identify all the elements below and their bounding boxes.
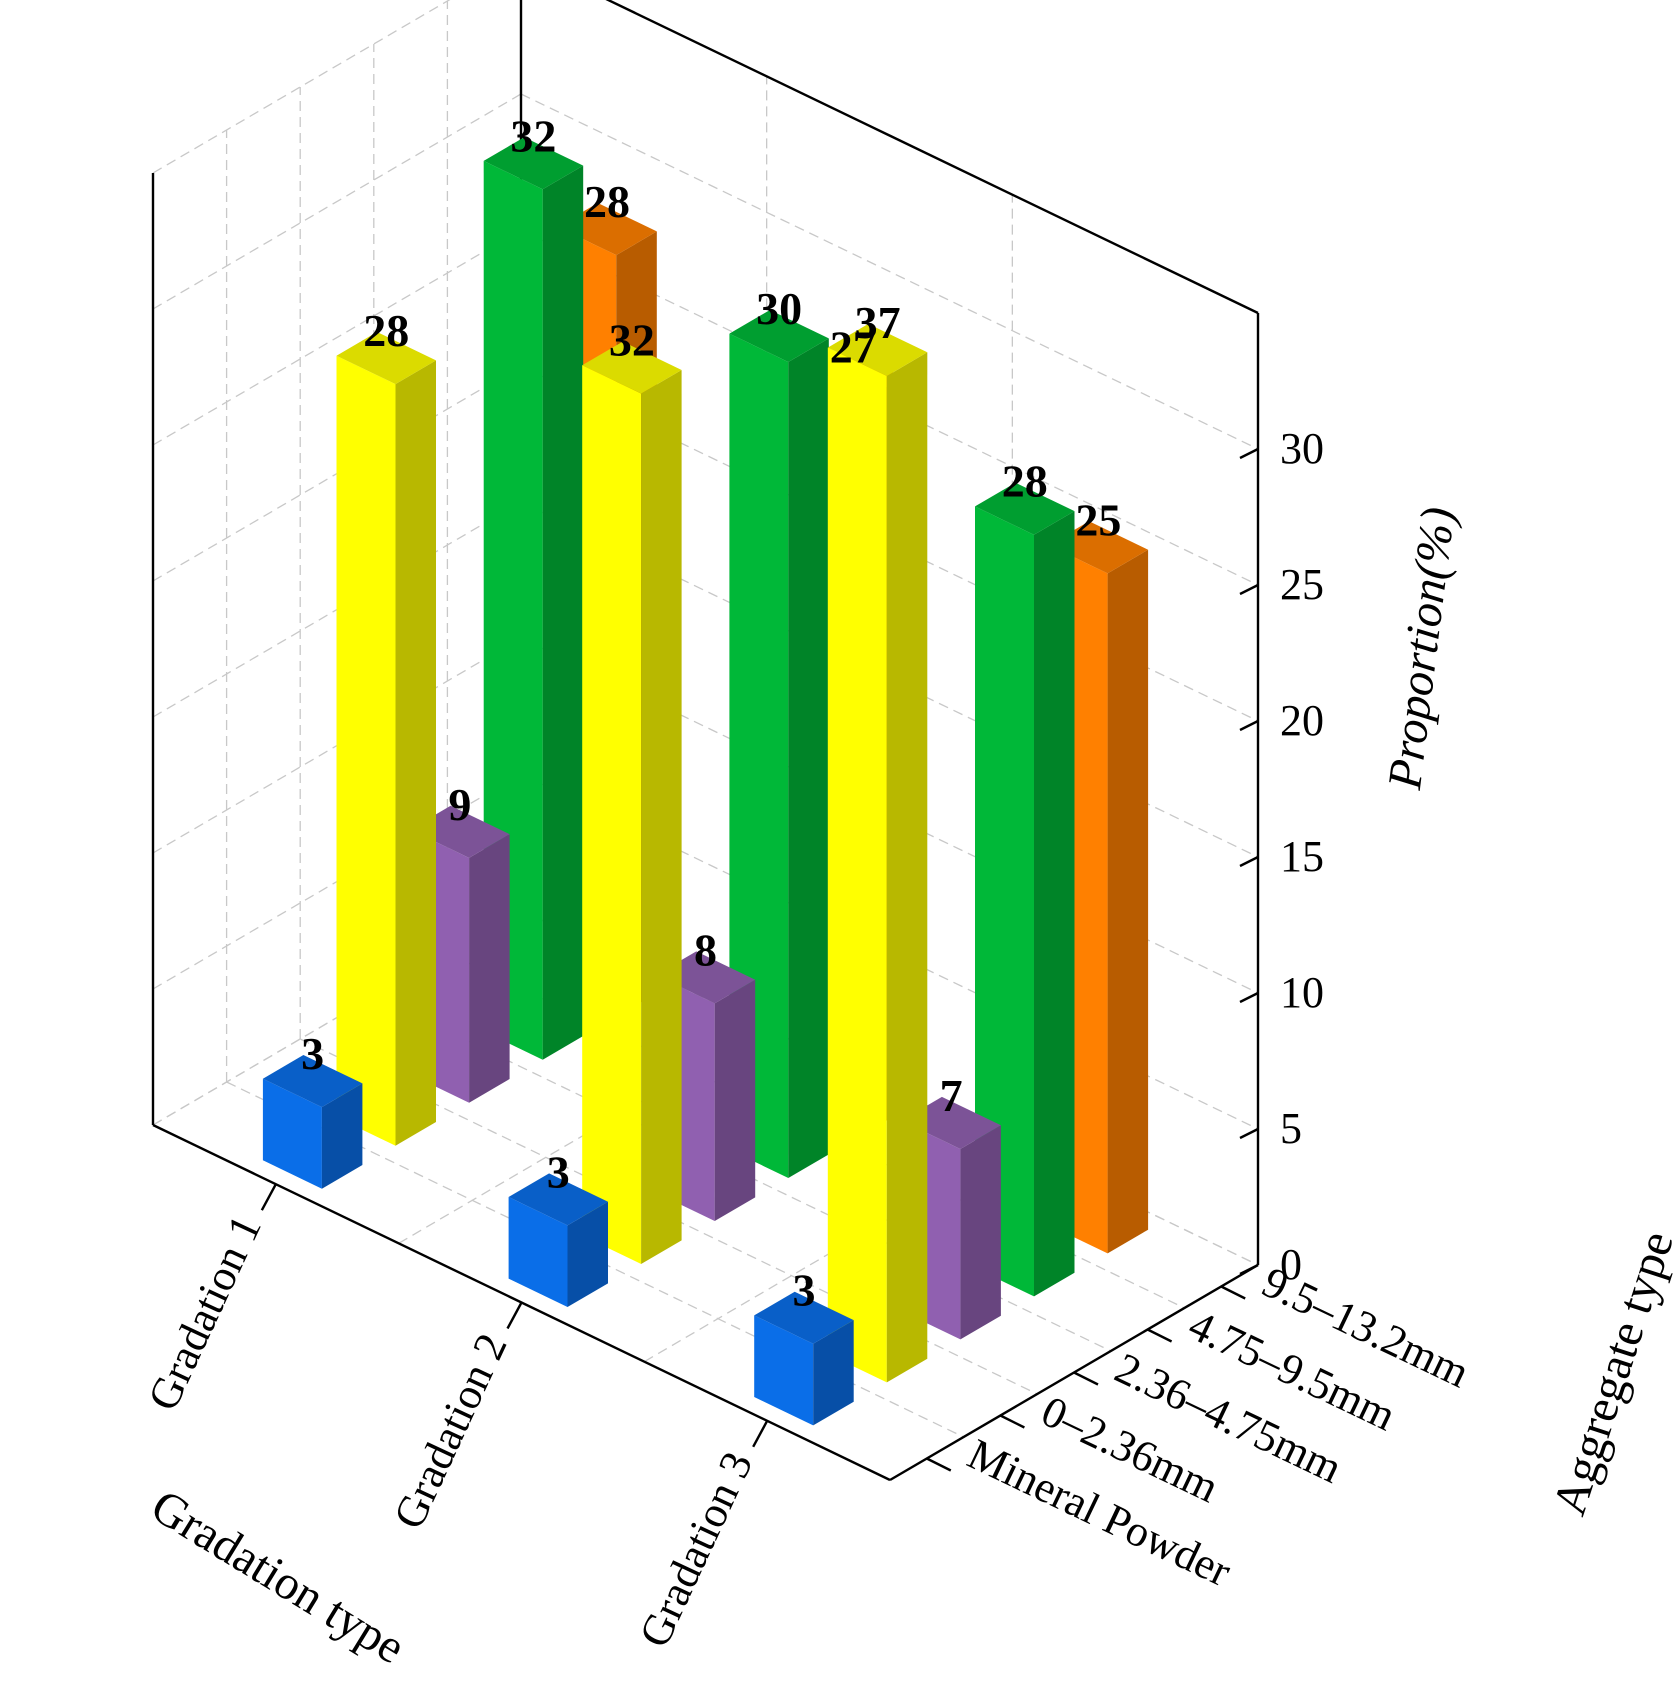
y-tick (1220, 1285, 1246, 1300)
bar-front-face (508, 1197, 568, 1307)
bar-side-face (960, 1125, 1001, 1340)
y-tick (999, 1414, 1025, 1429)
z-tick-label: 0 (1280, 1240, 1302, 1289)
bar-value-label: 32 (510, 110, 556, 161)
z-tick (1239, 719, 1259, 732)
bar-value-label: 3 (547, 1146, 570, 1197)
grid-line (152, 0, 451, 174)
bar-top-face (754, 1291, 854, 1344)
x-tick (260, 1183, 277, 1211)
bar-value-label: 27 (830, 322, 876, 373)
grid-line (520, 93, 1259, 450)
bar-side-face (1034, 511, 1075, 1297)
bar-front-face (975, 506, 1034, 1297)
bar-top-face (336, 332, 436, 385)
bar-side-face (714, 979, 756, 1221)
bar-value-label: 25 (1075, 494, 1121, 545)
grid-line (152, 93, 522, 310)
z-tick-label: 20 (1280, 696, 1324, 745)
z-tick-label: 25 (1280, 560, 1324, 609)
bar-front-face (754, 1315, 814, 1426)
bar-value-label: 9 (448, 779, 471, 830)
bar-side-face (395, 360, 436, 1146)
bar-side-face (542, 165, 584, 1060)
y-tick (1147, 1328, 1173, 1343)
z-tick (1239, 991, 1259, 1004)
z-tick-label: 5 (1280, 1104, 1302, 1153)
z-tick (1239, 855, 1259, 868)
bar-side-face (321, 1083, 363, 1189)
y-axis-title: Aggregate type (1543, 1225, 1673, 1522)
bar-value-label: 8 (694, 924, 717, 975)
grid-line (152, 229, 522, 446)
bar-side-face (813, 1320, 854, 1426)
y-tick (926, 1457, 952, 1472)
bar-front-face (582, 365, 642, 1264)
x-tick-label: Gradation 1 (138, 1208, 271, 1418)
bar-top-face (827, 323, 928, 376)
bar-value-label: 37 (855, 297, 901, 348)
bar-value-label: 28 (363, 305, 409, 356)
bar-value-label: 7 (940, 1070, 963, 1121)
bar-front-face (262, 1078, 322, 1189)
y-tick (1073, 1371, 1099, 1386)
bar-side-face (886, 352, 928, 1383)
bar-value-label: 28 (1002, 456, 1048, 507)
z-tick (1239, 1263, 1259, 1276)
top-frame-line (605, 0, 1259, 315)
z-tick (1239, 447, 1259, 460)
z-tick (1239, 583, 1259, 596)
bar-side-face (469, 834, 510, 1103)
z-tick (1239, 1127, 1259, 1140)
z-tick-label: 30 (1280, 424, 1324, 473)
value-labels: 28 27 25 32 30 28 9 8 7 28 32 37 3 3 3 (301, 110, 1121, 1315)
z-tick-label: 10 (1280, 968, 1324, 1017)
z-tick-label: 15 (1280, 832, 1324, 881)
bar-top-face (975, 482, 1075, 535)
x-tick (752, 1420, 769, 1448)
bar-top-face (262, 1055, 363, 1108)
bar-value-label: 28 (584, 176, 630, 227)
bar-value-label: 32 (609, 315, 655, 366)
bar-value-label: 3 (792, 1265, 815, 1316)
x-axis-title: Gradation type (142, 1479, 414, 1674)
z-axis-title: Proportion(%) (1378, 504, 1465, 793)
bar-value-label: 30 (756, 283, 802, 334)
x-tick-label: Gradation 3 (630, 1444, 763, 1654)
bar-side-face (788, 338, 829, 1178)
bars (262, 137, 1149, 1426)
bar-front-face (336, 355, 396, 1146)
x-tick-label: Gradation 2 (384, 1326, 517, 1536)
bar-top-face (582, 341, 682, 394)
x-tick (506, 1301, 523, 1330)
bar-front-face (827, 347, 887, 1383)
bar-top-face (508, 1173, 608, 1226)
bar-top-face (483, 137, 584, 190)
bar-side-face (567, 1201, 608, 1307)
bar-side-face (641, 370, 682, 1264)
bar-side-face (1107, 549, 1149, 1254)
bar-front-face (729, 333, 789, 1179)
bar-top-face (729, 310, 829, 362)
bar-value-label: 3 (301, 1028, 324, 1079)
